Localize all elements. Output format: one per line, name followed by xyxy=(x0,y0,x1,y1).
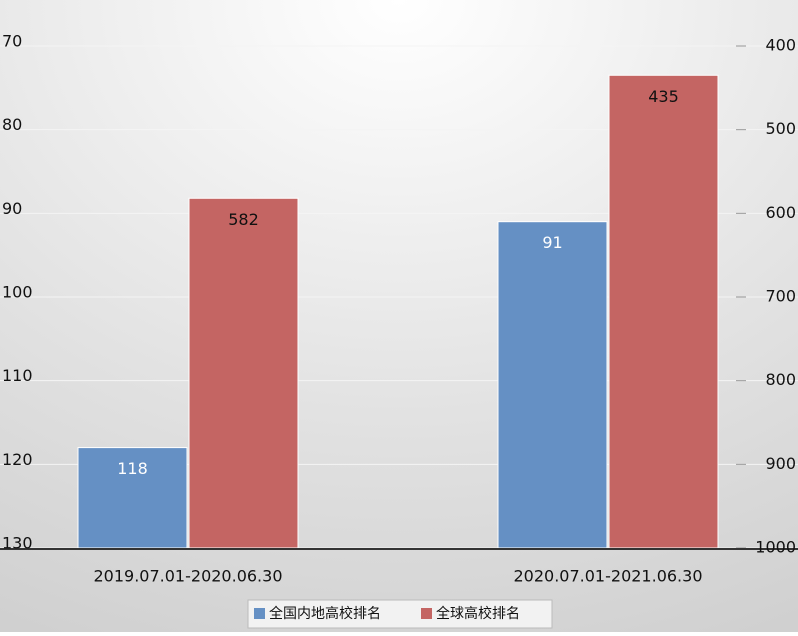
y2-tick-label: 500 xyxy=(765,119,796,138)
bar xyxy=(608,74,719,549)
y2-tick-label: 600 xyxy=(765,203,796,222)
y2-tick-label: 800 xyxy=(765,370,796,389)
data-label: 582 xyxy=(228,210,259,229)
y-tick-label: 80 xyxy=(2,115,22,134)
x-tick-label: 2020.07.01-2021.06.30 xyxy=(514,567,703,586)
legend-swatch xyxy=(421,608,432,619)
legend-label: 全球高校排名 xyxy=(436,605,520,622)
y2-tick-label: 400 xyxy=(765,36,796,55)
y-tick-label: 110 xyxy=(2,366,33,385)
data-label: 435 xyxy=(648,87,679,106)
y-tick-label: 70 xyxy=(2,32,22,51)
bar xyxy=(77,447,188,549)
y2-tick-label: 1000 xyxy=(755,538,796,557)
bar xyxy=(497,221,608,549)
data-label: 118 xyxy=(117,459,148,478)
legend-box xyxy=(247,599,553,629)
y2-tick-label: 900 xyxy=(765,454,796,473)
data-label: 91 xyxy=(542,233,562,252)
legend-swatch xyxy=(254,608,265,619)
legend-label: 全国内地高校排名 xyxy=(269,605,381,622)
bar xyxy=(188,197,299,549)
y-tick-label: 100 xyxy=(2,283,33,302)
x-tick-label: 2019.07.01-2020.06.30 xyxy=(94,567,283,586)
y2-tick-label: 700 xyxy=(765,287,796,306)
y-tick-label: 120 xyxy=(2,450,33,469)
y-tick-label: 130 xyxy=(2,534,33,553)
y-tick-label: 90 xyxy=(2,199,22,218)
